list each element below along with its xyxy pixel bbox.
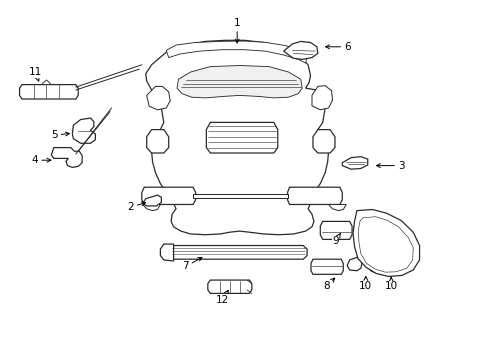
- Polygon shape: [51, 148, 82, 167]
- Polygon shape: [352, 210, 419, 276]
- Circle shape: [335, 224, 345, 231]
- Polygon shape: [311, 86, 332, 110]
- Circle shape: [324, 224, 334, 231]
- Polygon shape: [206, 122, 277, 153]
- Polygon shape: [142, 187, 195, 204]
- Polygon shape: [342, 157, 367, 169]
- Text: 9: 9: [331, 233, 340, 246]
- Text: 2: 2: [127, 202, 145, 212]
- Polygon shape: [145, 40, 328, 235]
- Text: 1: 1: [233, 18, 240, 43]
- Text: 7: 7: [182, 257, 202, 271]
- Text: 8: 8: [323, 278, 334, 291]
- Polygon shape: [328, 204, 346, 211]
- Polygon shape: [146, 86, 170, 110]
- Polygon shape: [72, 118, 95, 143]
- Polygon shape: [283, 41, 317, 59]
- Text: 11: 11: [28, 67, 42, 81]
- Polygon shape: [358, 217, 412, 272]
- Text: 10: 10: [384, 277, 397, 291]
- Polygon shape: [142, 204, 160, 211]
- Polygon shape: [20, 85, 78, 99]
- Polygon shape: [166, 41, 306, 63]
- Polygon shape: [346, 257, 361, 271]
- Text: 3: 3: [376, 161, 404, 171]
- Text: 12: 12: [215, 291, 229, 305]
- Circle shape: [374, 238, 399, 256]
- Text: 6: 6: [325, 42, 350, 52]
- Polygon shape: [207, 280, 251, 293]
- Text: 5: 5: [51, 130, 69, 140]
- Polygon shape: [170, 246, 306, 259]
- Polygon shape: [160, 244, 173, 261]
- Text: 10: 10: [359, 276, 371, 291]
- Polygon shape: [312, 130, 334, 153]
- Polygon shape: [287, 187, 342, 204]
- Polygon shape: [368, 252, 378, 273]
- Polygon shape: [41, 80, 51, 85]
- Polygon shape: [193, 194, 287, 198]
- Polygon shape: [177, 66, 302, 98]
- Polygon shape: [146, 130, 168, 153]
- Text: 4: 4: [32, 155, 51, 165]
- Polygon shape: [142, 195, 161, 206]
- Polygon shape: [310, 259, 343, 274]
- Polygon shape: [320, 221, 351, 239]
